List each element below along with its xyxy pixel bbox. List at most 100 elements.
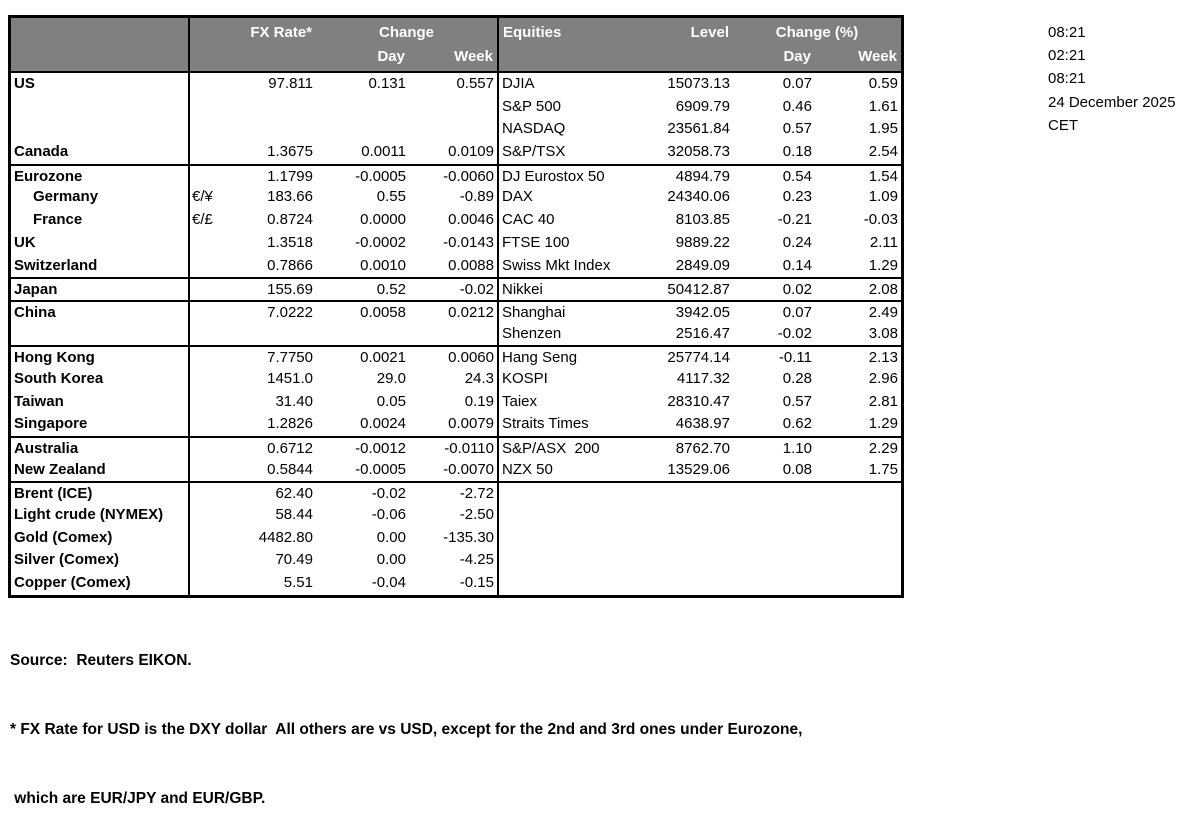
fx-pair-symbol: [190, 459, 224, 482]
fx-country-label: Copper (Comex): [11, 572, 190, 595]
fx-country-label: South Korea: [11, 367, 190, 391]
equity-name: KOSPI: [502, 369, 548, 387]
equity-name: [499, 572, 633, 595]
equity-level: [633, 483, 733, 504]
equity-week-change: 2.81: [868, 392, 898, 410]
equity-week-change: 2.49: [868, 303, 898, 321]
fx-pair-symbol: [190, 232, 224, 255]
fx-week-change: [409, 95, 499, 119]
equity-level: [633, 527, 733, 550]
fx-country-label: UK: [11, 231, 190, 255]
fx-day-change: 0.0024: [360, 415, 406, 433]
fx-week-change: 0.19: [409, 390, 499, 414]
fx-country-label: Taiwan: [11, 390, 190, 414]
equity-day-change: 0.54: [782, 167, 812, 185]
fx-day-change: 0.131: [368, 75, 406, 92]
fx-country-label: Germany: [11, 186, 190, 210]
equity-day-change: [733, 504, 815, 527]
equity-level: 8103.85: [675, 211, 730, 229]
equity-name: FTSE 100: [502, 233, 570, 251]
fx-week-change: -2.72: [409, 483, 499, 505]
equity-level: [633, 549, 733, 572]
fx-country-label: Hong Kong: [11, 347, 190, 368]
fx-pair-symbol: [190, 527, 224, 550]
table-row: Gold (Comex) 4482.80 0.00 -135.30: [11, 526, 901, 550]
fx-week-change: 0.0079: [409, 413, 499, 436]
equity-week-change: 1.29: [868, 256, 898, 274]
table-row: Shenzen 2516.47 -0.02 3.08: [11, 322, 901, 346]
blank-cell: [190, 45, 316, 71]
fx-rate-value: 0.5844: [267, 460, 313, 478]
equity-level: 8762.70: [675, 440, 730, 457]
fx-day-change: -0.06: [371, 506, 406, 524]
fx-rate-value: 5.51: [283, 574, 313, 592]
fx-week-change: -0.0070: [409, 458, 499, 482]
timezone-label: CET: [1048, 116, 1078, 134]
equity-level: 4894.79: [675, 167, 730, 185]
fx-pair-symbol: [190, 504, 224, 527]
fx-week-change: -0.15: [409, 572, 499, 595]
table-row: France €/£ 0.8724 0.0000 0.0046 CAC 40 8…: [11, 209, 901, 232]
fx-country-label: Silver (Comex): [11, 549, 190, 573]
fx-rate-value: 1.1799: [267, 167, 313, 185]
equity-week-change: 3.08: [868, 324, 898, 342]
fx-rate-value: 0.7866: [267, 256, 313, 274]
equity-name: S&P/TSX: [502, 143, 566, 161]
fx-week-change: 0.557: [409, 73, 499, 96]
fx-pair-symbol: [190, 323, 224, 346]
equity-name: S&P 500: [502, 97, 561, 115]
fx-day-change: 0.0010: [360, 256, 406, 274]
fx-day-change: [316, 96, 409, 119]
equity-week-change: [815, 504, 901, 527]
fx-rate-value: 1.3518: [267, 233, 313, 251]
fx-rate-value: 1.2826: [267, 415, 313, 433]
fx-country-label: New Zealand: [11, 458, 190, 482]
equity-week-change: 0.59: [868, 75, 898, 92]
fx-day-change: 29.0: [376, 369, 406, 387]
fx-country-label: Canada: [11, 141, 190, 164]
equity-day-change: 0.07: [782, 75, 812, 92]
equity-week-change: 2.29: [868, 440, 898, 457]
equities-change-header: Change (%): [775, 24, 859, 41]
table-row: Germany €/¥ 183.66 0.55 -0.89 DAX 24340.…: [11, 186, 901, 210]
equity-name: NASDAQ: [502, 120, 566, 138]
table-header: FX Rate* Change Equities Level Change (%…: [11, 18, 901, 73]
fx-day-change: -0.04: [371, 574, 406, 592]
fx-pair-symbol: [190, 572, 224, 595]
equity-level: 9889.22: [675, 233, 730, 251]
equity-name: [499, 483, 633, 504]
fx-country-label: [11, 322, 190, 346]
equity-week-change: 2.96: [868, 369, 898, 387]
fx-rate-value: 58.44: [275, 506, 313, 524]
fx-week-header: Week: [409, 45, 499, 71]
equity-day-change: 0.18: [782, 143, 812, 161]
fx-week-change: -2.50: [409, 504, 499, 527]
corner-cell: [11, 18, 190, 45]
equity-name: [499, 549, 633, 572]
fx-day-change: 0.00: [376, 528, 406, 546]
fx-day-change: 0.0000: [360, 211, 406, 229]
fx-pair-symbol: [190, 391, 224, 414]
equity-level: 25774.14: [667, 349, 730, 367]
table-row: Copper (Comex) 5.51 -0.04 -0.15: [11, 572, 901, 595]
fx-day-change: 0.05: [376, 392, 406, 410]
fx-week-change: -0.0060: [409, 165, 499, 187]
equity-week-change: 2.11: [869, 233, 898, 251]
fx-week-change: -0.0110: [409, 438, 499, 459]
equity-day-change: 0.02: [782, 281, 812, 299]
equity-level: 3942.05: [675, 303, 730, 321]
fx-rate-note-2: which are EUR/JPY and EUR/GBP.: [10, 790, 266, 807]
fx-week-change: -0.89: [409, 186, 499, 210]
equity-level: 23561.84: [667, 120, 730, 138]
fx-rate-value: [224, 323, 316, 346]
fx-country-label: Singapore: [11, 413, 190, 436]
fx-country-label: US: [11, 73, 190, 96]
equity-name: Straits Times: [502, 415, 589, 433]
fx-rate-value: [224, 118, 316, 141]
equity-day-change: 0.24: [782, 233, 812, 251]
fx-day-change: 0.0021: [360, 349, 406, 367]
equity-day-change: 0.14: [782, 256, 812, 274]
table-row: Singapore 1.2826 0.0024 0.0079 Straits T…: [11, 413, 901, 436]
equity-week-change: 1.95: [868, 120, 898, 138]
fx-week-change: 0.0109: [409, 141, 499, 164]
